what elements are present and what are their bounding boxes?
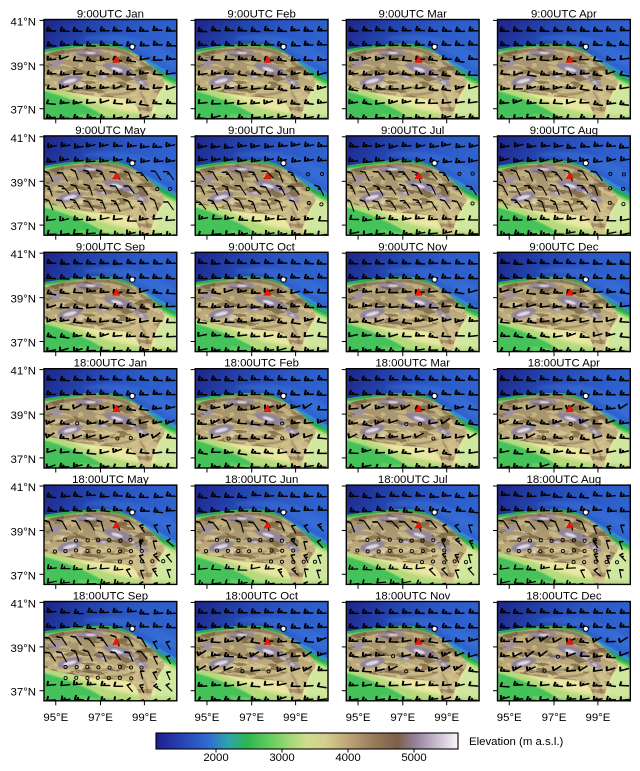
svg-text:37°N: 37°N	[11, 570, 36, 582]
svg-text:39°N: 39°N	[11, 61, 36, 73]
svg-text:37°N: 37°N	[11, 687, 36, 699]
svg-text:2000: 2000	[203, 752, 228, 764]
svg-text:9:00UTC Dec: 9:00UTC Dec	[529, 241, 598, 253]
svg-text:37°N: 37°N	[11, 221, 36, 233]
svg-text:97°E: 97°E	[88, 712, 113, 724]
svg-text:9:00UTC Jun: 9:00UTC Jun	[228, 125, 295, 137]
svg-text:18:00UTC May: 18:00UTC May	[72, 474, 149, 486]
svg-text:18:00UTC Dec: 18:00UTC Dec	[526, 591, 602, 603]
svg-text:9:00UTC Nov: 9:00UTC Nov	[378, 241, 447, 253]
svg-text:18:00UTC Jan: 18:00UTC Jan	[74, 358, 147, 370]
svg-text:5000: 5000	[401, 752, 426, 764]
svg-text:41°N: 41°N	[11, 133, 36, 145]
svg-text:9:00UTC Mar: 9:00UTC Mar	[379, 9, 448, 21]
svg-text:9:00UTC Aug: 9:00UTC Aug	[530, 125, 598, 137]
svg-text:37°N: 37°N	[11, 454, 36, 466]
svg-text:97°E: 97°E	[390, 712, 415, 724]
svg-text:18:00UTC Nov: 18:00UTC Nov	[375, 591, 451, 603]
svg-text:97°E: 97°E	[239, 712, 264, 724]
svg-text:18:00UTC Aug: 18:00UTC Aug	[527, 474, 602, 486]
svg-text:41°N: 41°N	[11, 482, 36, 494]
svg-text:18:00UTC Feb: 18:00UTC Feb	[224, 358, 299, 370]
svg-text:9:00UTC Oct: 9:00UTC Oct	[228, 241, 295, 253]
svg-text:9:00UTC Apr: 9:00UTC Apr	[531, 9, 597, 21]
svg-text:4000: 4000	[335, 752, 360, 764]
svg-text:39°N: 39°N	[11, 527, 36, 539]
svg-text:18:00UTC Oct: 18:00UTC Oct	[225, 591, 299, 603]
svg-text:99°E: 99°E	[434, 712, 459, 724]
svg-text:41°N: 41°N	[11, 598, 36, 610]
svg-text:9:00UTC Sep: 9:00UTC Sep	[76, 241, 145, 253]
svg-text:41°N: 41°N	[11, 249, 36, 261]
svg-text:41°N: 41°N	[11, 366, 36, 378]
svg-text:3000: 3000	[269, 752, 294, 764]
svg-text:39°N: 39°N	[11, 410, 36, 422]
svg-text:9:00UTC May: 9:00UTC May	[75, 125, 146, 137]
svg-text:18:00UTC Mar: 18:00UTC Mar	[375, 358, 450, 370]
svg-text:99°E: 99°E	[585, 712, 610, 724]
svg-text:95°E: 95°E	[346, 712, 371, 724]
svg-text:95°E: 95°E	[43, 712, 68, 724]
svg-text:18:00UTC Sep: 18:00UTC Sep	[73, 591, 148, 603]
svg-text:18:00UTC Jun: 18:00UTC Jun	[225, 474, 298, 486]
svg-text:37°N: 37°N	[11, 105, 36, 117]
svg-text:9:00UTC Jan: 9:00UTC Jan	[77, 9, 144, 21]
svg-text:99°E: 99°E	[132, 712, 157, 724]
svg-text:95°E: 95°E	[497, 712, 522, 724]
svg-text:37°N: 37°N	[11, 338, 36, 350]
svg-text:9:00UTC Feb: 9:00UTC Feb	[227, 9, 295, 21]
svg-text:95°E: 95°E	[194, 712, 219, 724]
svg-text:39°N: 39°N	[11, 643, 36, 655]
svg-text:9:00UTC Jul: 9:00UTC Jul	[381, 125, 444, 137]
svg-text:41°N: 41°N	[11, 16, 36, 28]
svg-text:39°N: 39°N	[11, 177, 36, 189]
svg-text:99°E: 99°E	[283, 712, 308, 724]
svg-text:97°E: 97°E	[542, 712, 567, 724]
svg-text:Elevation (m a.s.l.): Elevation (m a.s.l.)	[469, 736, 564, 748]
svg-text:18:00UTC Apr: 18:00UTC Apr	[528, 358, 600, 370]
svg-text:39°N: 39°N	[11, 294, 36, 306]
svg-text:18:00UTC Jul: 18:00UTC Jul	[378, 474, 448, 486]
